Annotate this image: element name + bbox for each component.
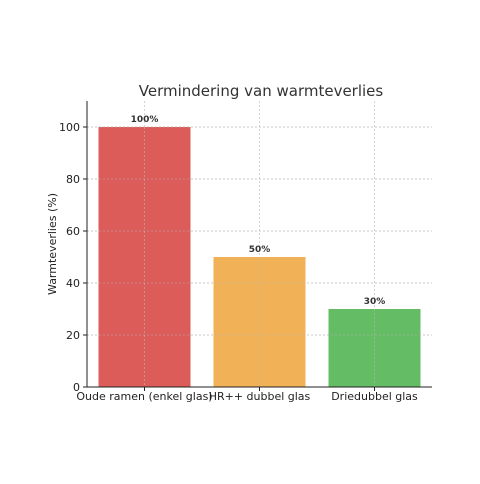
labels: 0 20 40 60 80 100 100% 50% 30% Oude ramen (enkel …	[59, 115, 418, 403]
data-label: 50%	[249, 245, 271, 255]
chart-title: Vermindering van warmteverlies	[139, 82, 384, 100]
x-tick-label: Oude ramen (enkel glas)	[76, 390, 212, 403]
bars	[87, 126, 432, 387]
y-axis-label: Warmteverlies (%)	[46, 193, 59, 295]
data-label: 30%	[364, 297, 386, 307]
bar	[328, 309, 421, 387]
y-tick-label: 60	[66, 225, 80, 238]
x-tick-label: HR++ dubbel glas	[209, 390, 311, 403]
y-tick-label: 0	[73, 381, 80, 394]
y-tick-label: 80	[66, 173, 80, 186]
y-tick-label: 40	[66, 277, 80, 290]
y-tick-label: 100	[59, 121, 80, 134]
axes	[83, 101, 432, 391]
data-label: 100%	[131, 115, 159, 125]
x-tick-label: Driedubbel glas	[331, 390, 418, 403]
y-tick-label: 20	[66, 329, 80, 342]
